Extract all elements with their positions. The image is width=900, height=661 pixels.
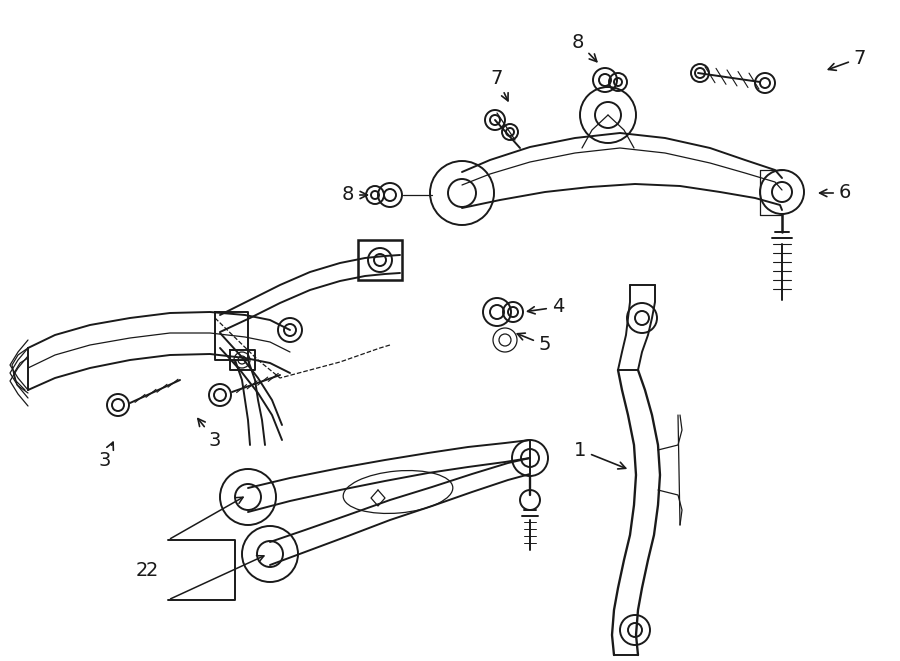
Text: 3: 3 [99, 442, 113, 469]
Text: 6: 6 [820, 184, 851, 202]
Text: 5: 5 [518, 333, 551, 354]
Text: 2: 2 [146, 561, 158, 580]
Text: 8: 8 [342, 186, 367, 204]
Text: 3: 3 [198, 418, 221, 449]
Text: 2: 2 [136, 561, 148, 580]
Text: 7: 7 [828, 48, 866, 70]
Text: 8: 8 [572, 32, 597, 61]
Text: 7: 7 [491, 69, 508, 101]
Text: 4: 4 [527, 297, 564, 317]
Text: 1: 1 [574, 440, 626, 469]
